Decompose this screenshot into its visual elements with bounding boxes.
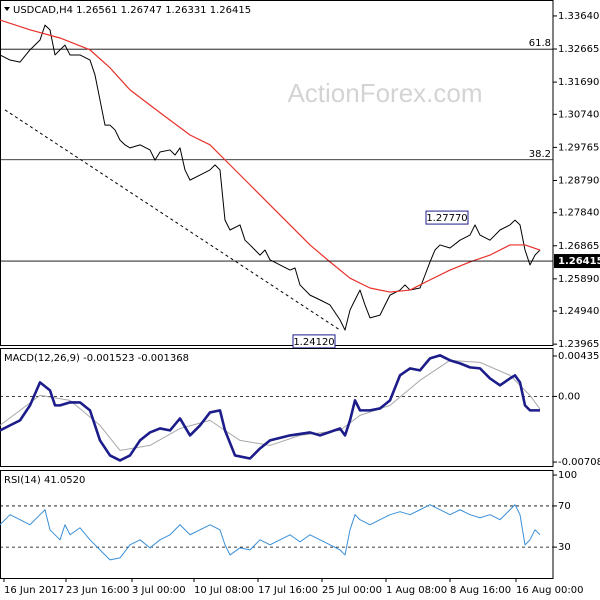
last-price-box <box>554 254 600 269</box>
y-tick-label: 1.26865 <box>558 241 599 252</box>
panel-title: MACD(12,26,9) -0.001523 -0.001368 <box>4 353 189 364</box>
panel-title: RSI(14) 41.0520 <box>4 475 85 486</box>
watermark: ActionForex.com <box>287 78 482 108</box>
series-line <box>0 354 540 462</box>
panel-frame <box>0 0 554 346</box>
y-tick-label: 1.30740 <box>558 109 599 120</box>
series-line <box>0 19 541 293</box>
title-arrow <box>4 7 10 11</box>
y-tick-label: 1.29765 <box>558 142 599 153</box>
y-tick-label: 1.24940 <box>558 306 599 317</box>
trendline <box>4 109 341 331</box>
level-label: 61.8 <box>529 38 551 49</box>
y-tick-label: 1.31690 <box>558 77 599 88</box>
level-label: 38.2 <box>529 149 551 160</box>
y-tick-label: 1.23965 <box>558 339 599 350</box>
x-tick-label: 25 Jul 00:00 <box>322 585 382 596</box>
y-tick-label: 0.00 <box>558 391 580 402</box>
x-tick-label: 1 Aug 08:00 <box>386 585 447 596</box>
series-line <box>0 359 541 451</box>
y-tick-label: 100 <box>558 470 577 481</box>
x-tick-label: 23 Jun 16:00 <box>66 585 130 596</box>
x-tick-label: 16 Aug 00:00 <box>516 585 583 596</box>
x-tick-label: 17 Jul 16:00 <box>258 585 318 596</box>
y-tick-label: 1.33640 <box>558 11 599 22</box>
annotation-label: 1.27770 <box>426 213 467 224</box>
annotation-box <box>425 210 469 225</box>
x-tick-label: 3 Jul 00:00 <box>132 585 186 596</box>
x-tick-label: 16 Jun 2017 <box>4 585 64 596</box>
y-tick-label: 1.25890 <box>558 274 599 285</box>
series-line <box>0 24 541 331</box>
last-price-label: 1.26415 <box>558 256 600 267</box>
panel-title: USDCAD,H4 1.26561 1.26747 1.26331 1.2641… <box>13 5 251 16</box>
annotation-label: 1.24120 <box>293 337 334 348</box>
x-tick-label: 10 Jul 08:00 <box>194 585 254 596</box>
y-tick-label: 1.27840 <box>558 208 599 219</box>
panel-frame <box>0 348 554 467</box>
y-tick-label: 70 <box>558 501 571 512</box>
y-tick-label: 1.28790 <box>558 175 599 186</box>
annotation-box <box>292 334 336 349</box>
y-tick-label: 1.32665 <box>558 44 599 55</box>
y-tick-label: 30 <box>558 542 571 553</box>
series-line <box>0 504 541 561</box>
x-tick-label: 8 Aug 16:00 <box>450 585 511 596</box>
y-tick-label: 0.004357 <box>558 351 600 362</box>
y-tick-label: -0.007081 <box>558 457 600 468</box>
